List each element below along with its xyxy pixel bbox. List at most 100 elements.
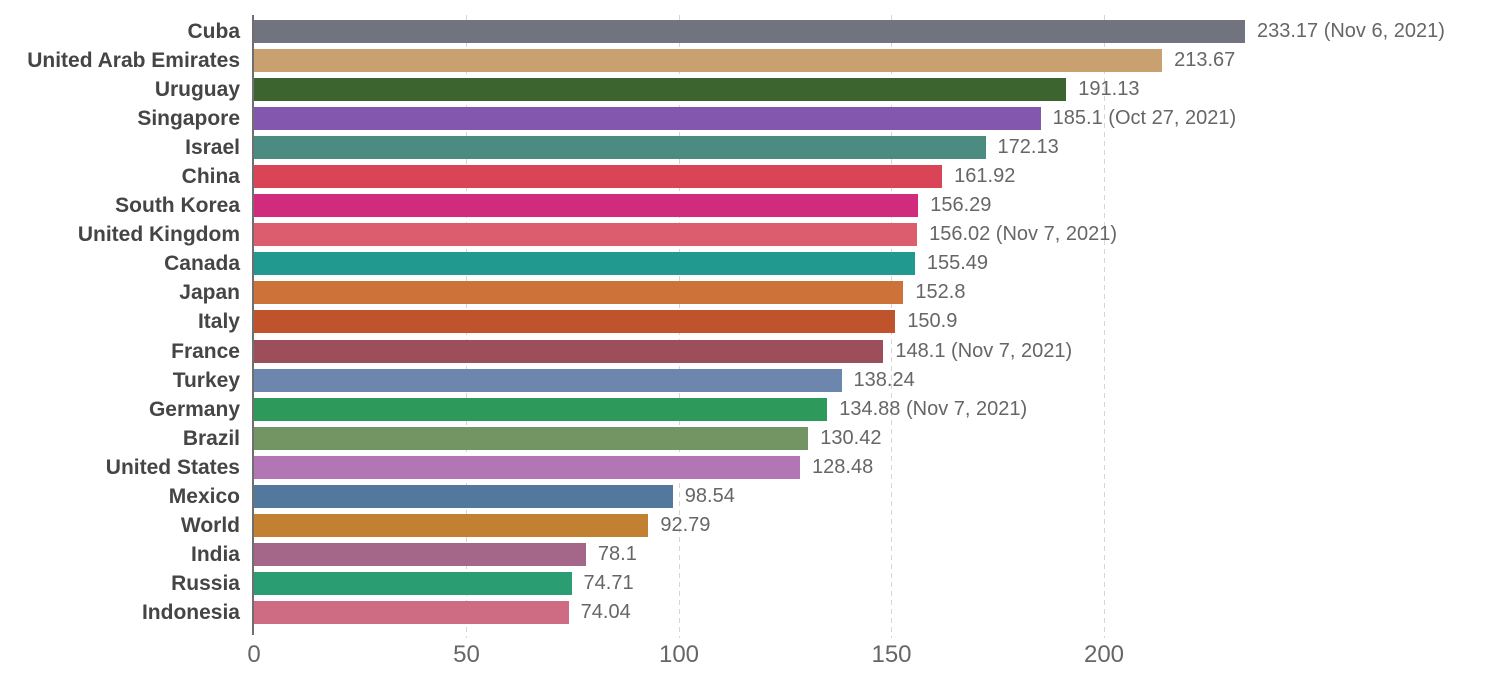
chart-row: Uruguay 191.13: [0, 75, 1490, 104]
bar[interactable]: [254, 513, 649, 537]
country-label: Singapore: [137, 107, 240, 131]
bar-track: 138.24: [254, 366, 1490, 395]
bar[interactable]: [254, 252, 915, 276]
chart-row: Cuba 233.17 (Nov 6, 2021): [0, 17, 1490, 46]
chart-row: World 92.79: [0, 511, 1490, 540]
country-label: Cuba: [187, 20, 241, 43]
bar[interactable]: [254, 165, 943, 189]
gridline: [1103, 15, 1105, 638]
value-label: 152.8: [915, 281, 966, 304]
country-label: Uruguay: [154, 78, 240, 102]
bar[interactable]: [254, 397, 828, 421]
chart-row: Italy 150.9: [0, 307, 1490, 336]
bar[interactable]: [254, 310, 896, 334]
country-label: Indonesia: [141, 600, 240, 624]
chart-row: Singapore 185.1 (Oct 27, 2021): [0, 104, 1490, 133]
bar[interactable]: [254, 78, 1067, 102]
country-label: Italy: [197, 310, 240, 334]
y-axis-line: [252, 15, 254, 635]
country-label: Russia: [171, 571, 240, 595]
bar-track: 128.48: [254, 453, 1490, 482]
bar[interactable]: [254, 426, 809, 450]
country-label: Japan: [179, 281, 240, 305]
country-label: World: [180, 513, 240, 537]
country-label: Turkey: [172, 368, 240, 392]
bar-track: 92.79: [254, 511, 1490, 540]
bar[interactable]: [254, 542, 586, 566]
chart-row: France 148.1 (Nov 7, 2021): [0, 337, 1490, 366]
chart-row: Indonesia 74.04: [0, 598, 1490, 627]
chart-row: United Arab Emirates 213.67: [0, 46, 1490, 75]
bar-track: 155.49: [254, 249, 1490, 278]
bar-track: 148.1 (Nov 7, 2021): [254, 337, 1490, 366]
bar-track: 156.29: [254, 191, 1490, 220]
bar[interactable]: [254, 20, 1245, 43]
bar-track: 172.13: [254, 133, 1490, 162]
country-label: China: [181, 165, 240, 189]
value-label: 233.17 (Nov 6, 2021): [1256, 20, 1445, 42]
value-label: 98.54: [684, 484, 735, 507]
bar-track: 161.92: [254, 162, 1490, 191]
x-axis-tick-label: 0: [247, 641, 261, 668]
value-label: 128.48: [812, 455, 874, 478]
country-label: France: [171, 339, 240, 363]
bar[interactable]: [254, 368, 842, 392]
chart-row: Mexico 98.54: [0, 482, 1490, 511]
bar[interactable]: [254, 455, 801, 479]
chart-row: United Kingdom 156.02 (Nov 7, 2021): [0, 220, 1490, 249]
chart-row: India 78.1: [0, 540, 1490, 569]
value-label: 130.42: [820, 426, 882, 449]
country-label: Mexico: [168, 484, 240, 508]
chart-row: United States 128.48: [0, 453, 1490, 482]
bar[interactable]: [254, 339, 884, 363]
value-label: 78.1: [597, 542, 637, 565]
bar-track: 134.88 (Nov 7, 2021): [254, 395, 1490, 424]
bar-track: 152.8: [254, 278, 1490, 307]
value-label: 191.13: [1078, 78, 1140, 101]
value-label: 156.29: [930, 194, 992, 217]
bar-track: 78.1: [254, 540, 1490, 569]
country-label: Germany: [148, 397, 240, 421]
bar-track: 130.42: [254, 424, 1490, 453]
value-label: 74.04: [580, 600, 631, 623]
country-label: United Arab Emirates: [27, 49, 240, 73]
chart-row: Japan 152.8: [0, 278, 1490, 307]
chart-row: Germany 134.88 (Nov 7, 2021): [0, 395, 1490, 424]
bar-track: 191.13: [254, 75, 1490, 104]
bar[interactable]: [254, 194, 919, 218]
bar-track: 233.17 (Nov 6, 2021): [254, 17, 1490, 46]
bar-track: 156.02 (Nov 7, 2021): [254, 220, 1490, 249]
chart-row: Canada 155.49: [0, 249, 1490, 278]
value-label: 134.88 (Nov 7, 2021): [839, 397, 1028, 420]
bar[interactable]: [254, 484, 673, 508]
bar-track: 150.9: [254, 307, 1490, 336]
bar[interactable]: [254, 136, 986, 160]
chart-row: China 161.92: [0, 162, 1490, 191]
x-axis-tick-label: 150: [871, 641, 912, 668]
country-label: India: [190, 542, 240, 566]
bar-rows: Cuba 233.17 (Nov 6, 2021) United Arab Emir…: [0, 17, 1490, 627]
value-label: 156.02 (Nov 7, 2021): [929, 223, 1117, 246]
value-label: 155.49: [926, 252, 988, 275]
value-label: 185.1 (Oct 27, 2021): [1052, 107, 1237, 130]
value-label: 92.79: [660, 513, 711, 536]
chart-row: South Korea 156.29: [0, 191, 1490, 220]
bar[interactable]: [254, 600, 569, 624]
bar[interactable]: [254, 107, 1041, 131]
bar-track: 98.54: [254, 482, 1490, 511]
value-label: 74.71: [583, 571, 634, 594]
x-axis-tick-label: 50: [453, 641, 480, 668]
country-label: United States: [105, 455, 240, 479]
value-label: 150.9: [907, 310, 958, 333]
bar[interactable]: [254, 281, 904, 305]
bar[interactable]: [254, 49, 1163, 73]
bar[interactable]: [254, 223, 918, 247]
value-label: 213.67: [1174, 49, 1236, 72]
bar[interactable]: [254, 571, 572, 595]
value-label: 138.24: [853, 368, 915, 391]
chart-row: Russia 74.71: [0, 569, 1490, 598]
chart-row: Brazil 130.42: [0, 424, 1490, 453]
country-label: Canada: [164, 252, 240, 276]
x-axis-tick-label: 100: [658, 641, 700, 668]
